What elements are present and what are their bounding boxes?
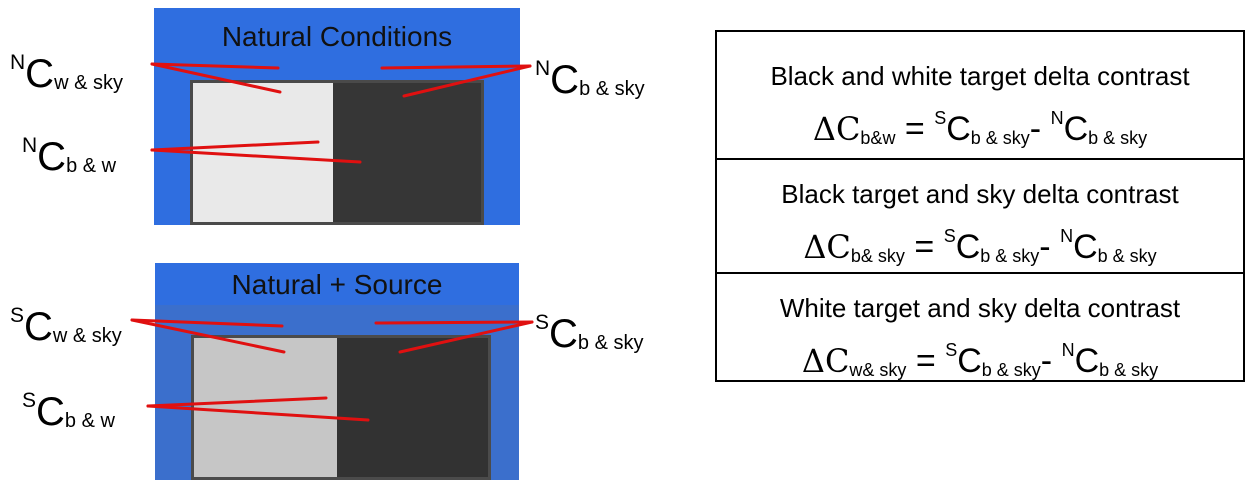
panel-title-natural: Natural Conditions [221, 21, 453, 52]
natural-source-panel: Natural + Source [155, 263, 519, 480]
equation-formula: ΔCb&w = SCb & sky- NCb & sky [812, 108, 1148, 148]
sky-band [155, 263, 519, 305]
equation-row: White target and sky delta contrast ΔCw&… [717, 272, 1243, 382]
label-source-b-w: SCb & w [22, 389, 115, 434]
equation-formula: ΔCw& sky = SCb & sky- NCb & sky [801, 340, 1159, 380]
target-board [191, 335, 491, 480]
label-source-w-sky: SCw & sky [10, 304, 122, 349]
target-board [190, 80, 484, 225]
label-natural-b-sky: NCb & sky [535, 57, 645, 102]
natural-conditions-panel: Natural Conditions [154, 8, 520, 225]
equation-table: Black and white target delta contrast ΔC… [715, 30, 1245, 382]
equation-title: White target and sky delta contrast [779, 293, 1181, 323]
black-target [337, 338, 488, 477]
white-target [194, 338, 337, 477]
equation-formula: ΔCb& sky = SCb & sky- NCb & sky [803, 226, 1157, 266]
label-natural-b-w: NCb & w [22, 134, 117, 179]
white-target [193, 83, 333, 222]
panel-title-source: Natural + Source [231, 269, 443, 300]
label-source-b-sky: SCb & sky [535, 311, 644, 356]
equation-row: Black target and sky delta contrast ΔCb&… [717, 158, 1243, 272]
label-natural-w-sky: NCw & sky [10, 51, 123, 96]
equation-row: Black and white target delta contrast ΔC… [717, 32, 1243, 158]
equation-title: Black and white target delta contrast [770, 61, 1190, 91]
equation-title: Black target and sky delta contrast [781, 179, 1179, 209]
black-target [333, 83, 481, 222]
